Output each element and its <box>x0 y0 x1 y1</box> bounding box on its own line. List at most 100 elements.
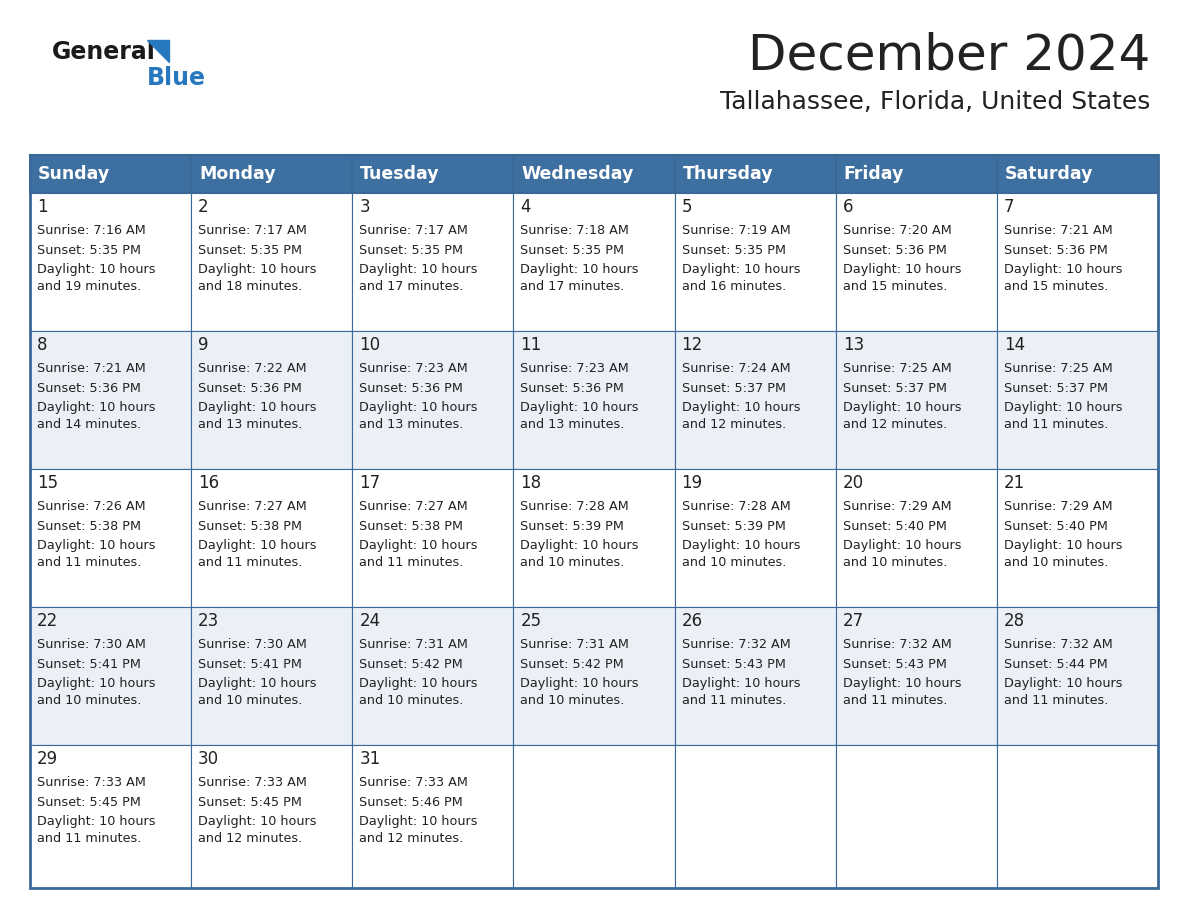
Text: Daylight: 10 hours: Daylight: 10 hours <box>359 263 478 276</box>
Bar <box>835 607 997 745</box>
Text: Daylight: 10 hours: Daylight: 10 hours <box>842 401 961 414</box>
Text: 25: 25 <box>520 612 542 630</box>
Text: 21: 21 <box>1004 474 1025 492</box>
Text: Sunrise: 7:25 AM: Sunrise: 7:25 AM <box>842 363 952 375</box>
Bar <box>353 607 513 745</box>
Text: and 12 minutes.: and 12 minutes. <box>198 833 303 845</box>
Text: Sunrise: 7:25 AM: Sunrise: 7:25 AM <box>1004 363 1113 375</box>
Bar <box>30 155 191 193</box>
Text: Sunset: 5:36 PM: Sunset: 5:36 PM <box>842 243 947 257</box>
Text: Thursday: Thursday <box>683 165 773 183</box>
Text: Sunset: 5:41 PM: Sunset: 5:41 PM <box>37 657 141 671</box>
Text: Sunset: 5:36 PM: Sunset: 5:36 PM <box>520 382 625 395</box>
Bar <box>353 155 513 193</box>
Text: Sunrise: 7:17 AM: Sunrise: 7:17 AM <box>359 225 468 238</box>
Text: Daylight: 10 hours: Daylight: 10 hours <box>1004 401 1123 414</box>
Text: Sunset: 5:40 PM: Sunset: 5:40 PM <box>1004 520 1107 532</box>
Text: and 11 minutes.: and 11 minutes. <box>198 556 303 569</box>
Text: Daylight: 10 hours: Daylight: 10 hours <box>37 401 156 414</box>
Text: Sunset: 5:36 PM: Sunset: 5:36 PM <box>359 382 463 395</box>
Bar <box>675 193 835 331</box>
Bar <box>835 155 997 193</box>
Text: 16: 16 <box>198 474 220 492</box>
Text: Daylight: 10 hours: Daylight: 10 hours <box>198 815 317 828</box>
Text: Sunrise: 7:31 AM: Sunrise: 7:31 AM <box>359 639 468 652</box>
Text: and 12 minutes.: and 12 minutes. <box>842 419 947 431</box>
Text: and 10 minutes.: and 10 minutes. <box>1004 556 1108 569</box>
Text: Sunset: 5:35 PM: Sunset: 5:35 PM <box>37 243 141 257</box>
Bar <box>675 155 835 193</box>
Text: Sunrise: 7:22 AM: Sunrise: 7:22 AM <box>198 363 307 375</box>
Text: Daylight: 10 hours: Daylight: 10 hours <box>520 677 639 690</box>
Bar <box>191 607 353 745</box>
Text: 17: 17 <box>359 474 380 492</box>
Bar <box>513 193 675 331</box>
Text: Sunrise: 7:27 AM: Sunrise: 7:27 AM <box>198 500 307 513</box>
Bar <box>997 193 1158 331</box>
Text: and 15 minutes.: and 15 minutes. <box>842 281 947 294</box>
Text: Sunrise: 7:21 AM: Sunrise: 7:21 AM <box>37 363 146 375</box>
Text: Sunrise: 7:20 AM: Sunrise: 7:20 AM <box>842 225 952 238</box>
Text: and 11 minutes.: and 11 minutes. <box>842 695 947 708</box>
Text: and 11 minutes.: and 11 minutes. <box>37 556 141 569</box>
Text: Daylight: 10 hours: Daylight: 10 hours <box>682 263 800 276</box>
Text: Sunrise: 7:32 AM: Sunrise: 7:32 AM <box>682 639 790 652</box>
Text: Sunset: 5:35 PM: Sunset: 5:35 PM <box>682 243 785 257</box>
Bar <box>675 469 835 607</box>
Text: and 11 minutes.: and 11 minutes. <box>37 833 141 845</box>
Text: Sunset: 5:45 PM: Sunset: 5:45 PM <box>198 796 302 809</box>
Text: Daylight: 10 hours: Daylight: 10 hours <box>37 815 156 828</box>
Bar <box>675 331 835 469</box>
Text: Monday: Monday <box>200 165 276 183</box>
Text: Daylight: 10 hours: Daylight: 10 hours <box>198 263 317 276</box>
Text: and 11 minutes.: and 11 minutes. <box>1004 695 1108 708</box>
Text: Sunrise: 7:32 AM: Sunrise: 7:32 AM <box>1004 639 1113 652</box>
Text: 8: 8 <box>37 336 48 354</box>
Text: and 11 minutes.: and 11 minutes. <box>1004 419 1108 431</box>
Text: Sunset: 5:38 PM: Sunset: 5:38 PM <box>37 520 141 532</box>
Bar <box>191 469 353 607</box>
Text: 18: 18 <box>520 474 542 492</box>
Bar <box>513 469 675 607</box>
Text: Daylight: 10 hours: Daylight: 10 hours <box>520 263 639 276</box>
Text: 31: 31 <box>359 750 380 768</box>
Text: 27: 27 <box>842 612 864 630</box>
Bar <box>30 469 191 607</box>
Text: Daylight: 10 hours: Daylight: 10 hours <box>842 263 961 276</box>
Bar <box>191 745 353 888</box>
Text: Sunrise: 7:31 AM: Sunrise: 7:31 AM <box>520 639 630 652</box>
Text: 23: 23 <box>198 612 220 630</box>
Text: General: General <box>52 40 156 64</box>
Bar <box>835 193 997 331</box>
Text: 2: 2 <box>198 198 209 216</box>
Text: December 2024: December 2024 <box>747 31 1150 79</box>
Text: 1: 1 <box>37 198 48 216</box>
Text: 19: 19 <box>682 474 702 492</box>
Bar <box>835 745 997 888</box>
Text: Sunset: 5:42 PM: Sunset: 5:42 PM <box>359 657 463 671</box>
Bar <box>30 745 191 888</box>
Text: Daylight: 10 hours: Daylight: 10 hours <box>520 401 639 414</box>
Text: Sunrise: 7:18 AM: Sunrise: 7:18 AM <box>520 225 630 238</box>
Text: Sunset: 5:43 PM: Sunset: 5:43 PM <box>682 657 785 671</box>
Text: Sunrise: 7:16 AM: Sunrise: 7:16 AM <box>37 225 146 238</box>
Text: 5: 5 <box>682 198 693 216</box>
Bar <box>353 469 513 607</box>
Text: and 11 minutes.: and 11 minutes. <box>359 556 463 569</box>
Text: Sunset: 5:39 PM: Sunset: 5:39 PM <box>520 520 625 532</box>
Text: Sunset: 5:42 PM: Sunset: 5:42 PM <box>520 657 624 671</box>
Bar <box>30 331 191 469</box>
Text: Sunrise: 7:33 AM: Sunrise: 7:33 AM <box>198 777 307 789</box>
Text: and 10 minutes.: and 10 minutes. <box>198 695 303 708</box>
Text: Sunset: 5:36 PM: Sunset: 5:36 PM <box>198 382 302 395</box>
Text: Daylight: 10 hours: Daylight: 10 hours <box>682 401 800 414</box>
Text: 24: 24 <box>359 612 380 630</box>
Text: and 15 minutes.: and 15 minutes. <box>1004 281 1108 294</box>
Bar <box>675 607 835 745</box>
Text: 26: 26 <box>682 612 702 630</box>
Text: 9: 9 <box>198 336 209 354</box>
Text: 4: 4 <box>520 198 531 216</box>
Text: and 18 minutes.: and 18 minutes. <box>198 281 303 294</box>
Text: and 10 minutes.: and 10 minutes. <box>359 695 463 708</box>
Text: Daylight: 10 hours: Daylight: 10 hours <box>1004 539 1123 552</box>
